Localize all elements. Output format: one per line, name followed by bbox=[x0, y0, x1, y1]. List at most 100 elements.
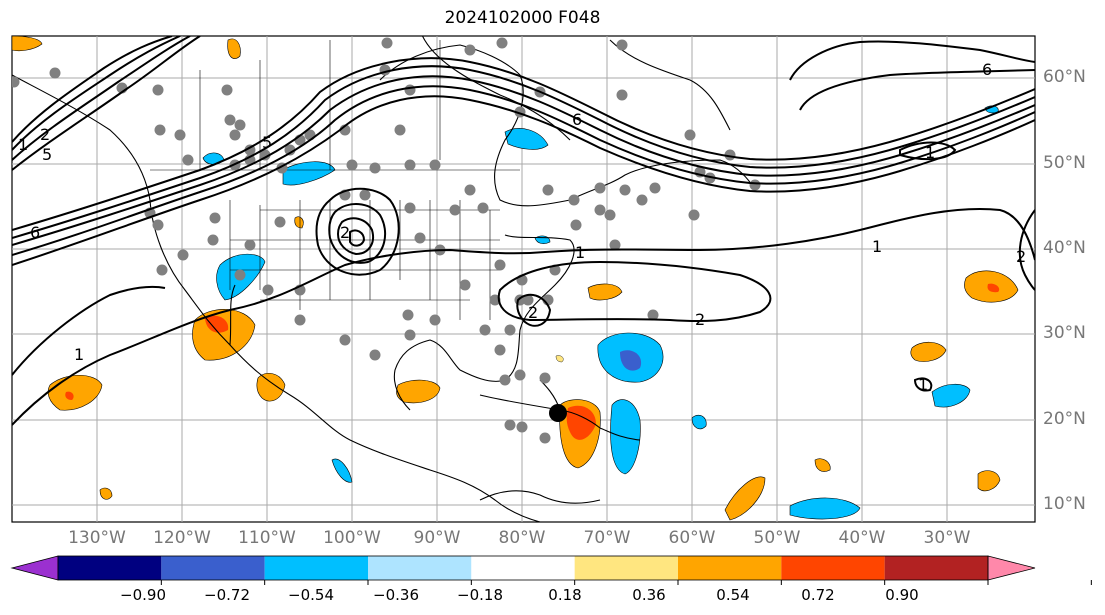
station-dot bbox=[404, 202, 416, 214]
colorbar-outline bbox=[57, 555, 989, 581]
contour-label: 1 bbox=[18, 135, 28, 154]
lon-label: 130°W bbox=[68, 528, 126, 548]
blob-negative bbox=[504, 128, 549, 150]
blob-positive bbox=[227, 38, 241, 59]
contour-label: 2 bbox=[40, 125, 50, 144]
station-dot bbox=[619, 184, 631, 196]
contour-label: 1 bbox=[925, 143, 935, 162]
station-dot bbox=[229, 129, 241, 141]
contour-label: 1 bbox=[74, 345, 84, 364]
colorbar-segment bbox=[161, 556, 265, 580]
lon-label: 120°W bbox=[153, 528, 211, 548]
lon-label: 70°W bbox=[583, 528, 631, 548]
blob-positive bbox=[396, 379, 441, 404]
lat-label: 40°N bbox=[1043, 238, 1086, 258]
blob-positive bbox=[724, 476, 766, 521]
station-dot bbox=[414, 232, 426, 244]
colorbar-segment bbox=[58, 556, 162, 580]
station-dot bbox=[284, 144, 296, 156]
blob-positive bbox=[99, 487, 113, 500]
station-dot bbox=[516, 421, 528, 433]
colorbar-segment bbox=[368, 556, 472, 580]
station-dot bbox=[704, 172, 716, 184]
station-dot bbox=[688, 209, 700, 221]
colorbar-label: 0.36 bbox=[632, 586, 666, 604]
blob-positive bbox=[587, 283, 623, 301]
station-dot bbox=[156, 264, 168, 276]
blob-positive bbox=[977, 470, 1001, 492]
blob-positive bbox=[47, 375, 103, 411]
station-dot bbox=[539, 432, 551, 444]
blob-negative-core bbox=[620, 350, 642, 371]
station-dot bbox=[244, 239, 256, 251]
station-dot bbox=[234, 119, 246, 131]
contour-label: 1 bbox=[575, 243, 585, 262]
lon-label: 40°W bbox=[838, 528, 886, 548]
station-dot bbox=[604, 209, 616, 221]
colorbar-segment bbox=[574, 556, 678, 580]
station-dot bbox=[522, 294, 534, 306]
lon-label: 90°W bbox=[413, 528, 461, 548]
station-dot bbox=[221, 84, 233, 96]
station-dot bbox=[429, 314, 441, 326]
blob-negative bbox=[691, 414, 707, 430]
station-dot bbox=[244, 144, 256, 156]
station-dot bbox=[174, 129, 186, 141]
station-dot bbox=[636, 194, 648, 206]
colorbar-label: −0.36 bbox=[373, 586, 419, 604]
lat-label: 20°N bbox=[1043, 409, 1086, 429]
contour-label: 1 bbox=[918, 375, 928, 394]
blob-positive bbox=[910, 341, 947, 362]
blob-positive-core bbox=[566, 405, 596, 440]
station-dot bbox=[684, 129, 696, 141]
shaded-field bbox=[12, 36, 1019, 521]
station-dot bbox=[152, 84, 164, 96]
station-dot bbox=[464, 44, 476, 56]
station-dot bbox=[496, 37, 508, 49]
station-dot bbox=[499, 374, 511, 386]
station-dot bbox=[152, 219, 164, 231]
contour-label: 2 bbox=[340, 223, 350, 242]
station-dot bbox=[542, 184, 554, 196]
station-dot bbox=[177, 249, 189, 261]
storm-center-marker bbox=[549, 404, 567, 422]
colorbar-segment bbox=[471, 556, 575, 580]
station-dot bbox=[339, 334, 351, 346]
station-dot bbox=[570, 219, 582, 231]
lat-label: 10°N bbox=[1043, 494, 1086, 514]
station-dot bbox=[514, 369, 526, 381]
station-dot bbox=[182, 154, 194, 166]
station-dot bbox=[154, 124, 166, 136]
contour-label: 1 bbox=[872, 237, 882, 256]
blob-positive-core bbox=[987, 283, 1000, 293]
blob-negative bbox=[931, 383, 971, 408]
station-dot bbox=[449, 204, 461, 216]
colorbar bbox=[10, 555, 1092, 585]
colorbar-segment bbox=[884, 556, 988, 580]
station-dot bbox=[49, 67, 61, 79]
station-dot bbox=[459, 279, 471, 291]
station-dot bbox=[749, 179, 761, 191]
colorbar-extend-low bbox=[10, 555, 59, 581]
lon-label: 100°W bbox=[323, 528, 381, 548]
station-dot bbox=[402, 309, 414, 321]
station-dot bbox=[207, 234, 219, 246]
contour-label: 6 bbox=[30, 223, 40, 242]
station-dot bbox=[12, 76, 20, 88]
blob-negative bbox=[789, 497, 861, 520]
contour-label: 2 bbox=[1016, 247, 1026, 266]
station-dot bbox=[346, 159, 358, 171]
station-dot bbox=[568, 194, 580, 206]
station-dot bbox=[616, 89, 628, 101]
colorbar-label: 0.90 bbox=[885, 586, 919, 604]
colorbar-label: 0.18 bbox=[548, 586, 582, 604]
contour-label: 6 bbox=[572, 110, 582, 129]
lat-label: 60°N bbox=[1043, 67, 1086, 87]
station-dot bbox=[539, 372, 551, 384]
contour-label: 6 bbox=[982, 60, 992, 79]
colorbar-segment bbox=[781, 556, 885, 580]
station-dot bbox=[394, 124, 406, 136]
station-dot bbox=[616, 39, 628, 51]
political-borders bbox=[150, 40, 520, 320]
lat-label: 50°N bbox=[1043, 153, 1086, 173]
